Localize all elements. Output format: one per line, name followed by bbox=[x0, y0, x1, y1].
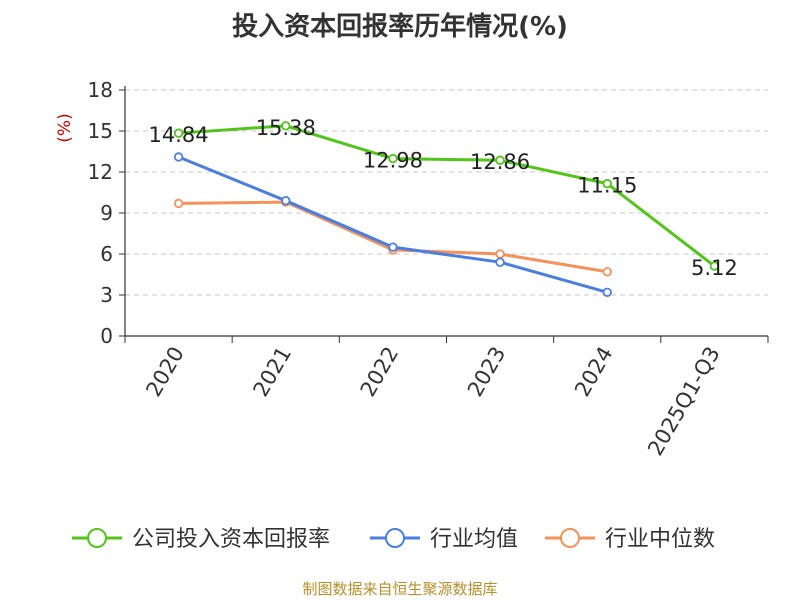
data-label: 12.86 bbox=[470, 150, 530, 174]
data-point[interactable] bbox=[495, 257, 505, 267]
data-label: 11.15 bbox=[577, 174, 637, 198]
y-tick-label: 12 bbox=[88, 160, 113, 184]
data-labels: 14.84 15.38 12.98 12.86 11.15 5.12 bbox=[149, 116, 738, 280]
data-label: 15.38 bbox=[256, 116, 316, 140]
x-tick-label: 2023 bbox=[463, 343, 511, 401]
data-point[interactable] bbox=[709, 261, 720, 271]
data-point[interactable] bbox=[602, 267, 612, 277]
data-point[interactable] bbox=[602, 178, 612, 189]
data-label: 5.12 bbox=[691, 256, 738, 280]
data-point[interactable] bbox=[281, 121, 291, 131]
data-point[interactable] bbox=[388, 242, 398, 252]
data-point[interactable] bbox=[173, 152, 184, 162]
legend-item[interactable]: 公司投入资本回报率 bbox=[72, 527, 330, 552]
x-tick-label: 2025Q1-Q3 bbox=[643, 343, 725, 460]
legend[interactable]: 公司投入资本回报率 行业均值 行业中位数 bbox=[72, 527, 715, 552]
legend-label: 行业中位数 bbox=[605, 527, 715, 552]
grid-lines bbox=[125, 89, 768, 296]
legend-swatch-marker bbox=[560, 528, 580, 548]
y-tick-label: 0 bbox=[100, 324, 113, 348]
data-label: 12.98 bbox=[363, 149, 423, 173]
legend-item[interactable]: 行业均值 bbox=[370, 527, 518, 552]
y-tick-label: 6 bbox=[100, 242, 113, 266]
legend-label: 行业均值 bbox=[430, 527, 518, 552]
series-line bbox=[178, 155, 608, 294]
legend-item[interactable]: 行业中位数 bbox=[545, 527, 715, 552]
data-point[interactable] bbox=[495, 249, 505, 259]
data-point[interactable] bbox=[495, 155, 505, 165]
data-point[interactable] bbox=[602, 287, 612, 297]
legend-swatch-marker bbox=[87, 528, 107, 548]
source-note: 制图数据来自恒生聚源数据库 bbox=[302, 580, 498, 598]
y-tick-label: 15 bbox=[88, 119, 113, 143]
x-tick-label: 2020 bbox=[141, 343, 189, 401]
x-tick-label: 2024 bbox=[570, 343, 618, 401]
y-tick-label: 18 bbox=[88, 78, 113, 102]
chart-title: 投入资本回报率历年情况(%) bbox=[232, 12, 568, 42]
data-label: 14.84 bbox=[149, 123, 209, 147]
y-tick-label: 3 bbox=[100, 283, 113, 307]
legend-swatch-marker bbox=[385, 528, 405, 548]
y-axis-label: (%) bbox=[55, 113, 75, 142]
data-point[interactable] bbox=[388, 153, 398, 164]
y-tick-label: 9 bbox=[100, 201, 113, 225]
data-point[interactable] bbox=[173, 198, 184, 209]
data-point[interactable] bbox=[173, 128, 184, 138]
data-point[interactable] bbox=[281, 195, 291, 206]
x-tick-label: 2022 bbox=[356, 343, 404, 401]
x-tick-label: 2021 bbox=[249, 343, 297, 401]
series-lines bbox=[173, 121, 720, 297]
legend-label: 公司投入资本回报率 bbox=[132, 527, 330, 552]
series-line bbox=[178, 124, 716, 268]
